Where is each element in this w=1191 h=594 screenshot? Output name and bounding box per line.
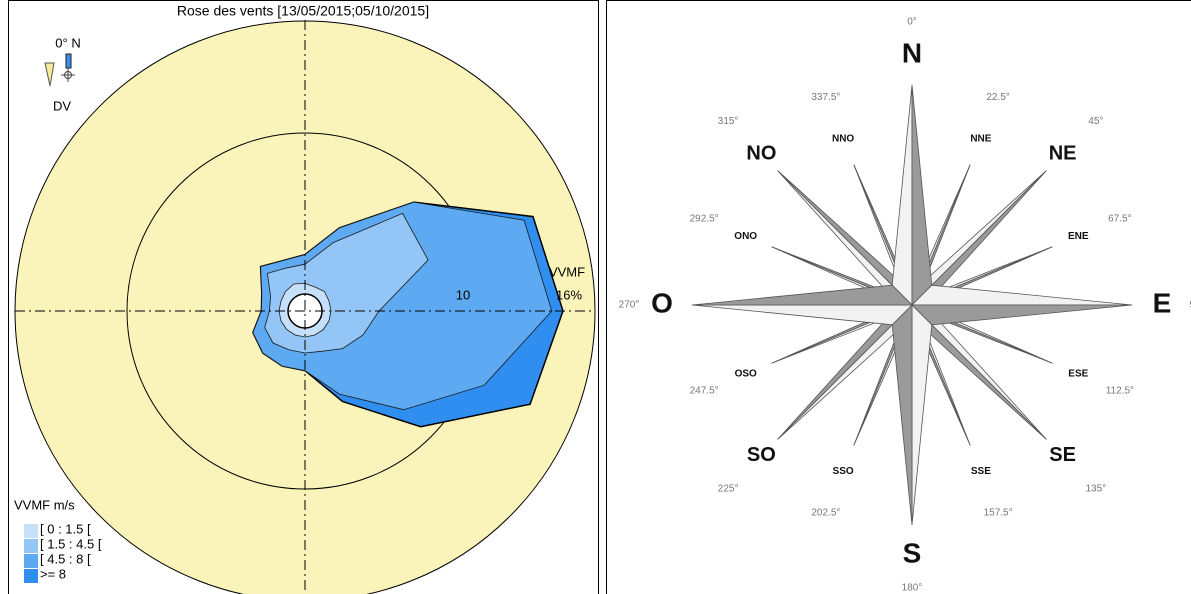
legend-swatch bbox=[24, 569, 38, 583]
axis-label: VVMF bbox=[549, 264, 585, 279]
direction-degree: 157.5° bbox=[984, 508, 1013, 519]
direction-variable: DV bbox=[53, 98, 71, 113]
direction-abbr: N bbox=[902, 37, 922, 68]
direction-abbr: OSO bbox=[735, 369, 757, 380]
legend-label: >= 8 bbox=[40, 566, 66, 581]
direction-degree: 315° bbox=[718, 116, 739, 127]
direction-degree: 67.5° bbox=[1108, 214, 1131, 225]
direction-abbr: NNE bbox=[970, 133, 991, 144]
legend-title: VVMF m/s bbox=[14, 497, 75, 512]
legend-label: [ 4.5 : 8 [ bbox=[40, 551, 91, 566]
direction-abbr: SSE bbox=[971, 466, 991, 477]
direction-degree: 112.5° bbox=[1106, 386, 1134, 397]
direction-degree: 270° bbox=[619, 300, 640, 311]
direction-abbr: NNO bbox=[832, 133, 854, 144]
legend-swatch bbox=[24, 524, 38, 538]
direction-degree: 45° bbox=[1088, 116, 1103, 127]
legend-label: [ 1.5 : 4.5 [ bbox=[40, 536, 102, 551]
direction-degree: 90 bbox=[1189, 300, 1191, 311]
direction-abbr: ONO bbox=[734, 231, 757, 242]
direction-abbr: NE bbox=[1049, 143, 1077, 165]
direction-degree: 180° bbox=[902, 583, 923, 594]
direction-abbr: S bbox=[903, 537, 922, 568]
direction-abbr: E bbox=[1153, 287, 1172, 318]
direction-degree: 202.5° bbox=[811, 508, 840, 519]
direction-degree: 337.5° bbox=[811, 92, 840, 103]
chart-title: Rose des vents [13/05/2015;05/10/2015] bbox=[177, 3, 429, 19]
direction-abbr: ESE bbox=[1068, 369, 1088, 380]
direction-abbr: SSO bbox=[833, 466, 854, 477]
wind-rose bbox=[14, 20, 596, 594]
r-tick-label: 16% bbox=[556, 287, 582, 302]
direction-abbr: O bbox=[651, 287, 673, 318]
legend-swatch bbox=[24, 539, 38, 553]
direction-abbr: SE bbox=[1049, 444, 1076, 466]
wind-rose-overlay: Rose des vents [13/05/2015;05/10/2015] 0… bbox=[14, 3, 585, 583]
direction-abbr: SO bbox=[747, 444, 776, 466]
direction-degree: 0° bbox=[907, 17, 917, 28]
legend-swatch bbox=[24, 554, 38, 568]
direction-degree: 22.5° bbox=[986, 92, 1009, 103]
r-tick-label: 10 bbox=[456, 287, 470, 302]
direction-abbr: ENE bbox=[1068, 231, 1089, 242]
direction-degree: 247.5° bbox=[690, 386, 719, 397]
compass-rose: N 0° NNE 22.5° NE 45° ENE 67.5° E 90 ESE 112.5° SE 13… bbox=[619, 17, 1191, 594]
direction-abbr: NO bbox=[746, 143, 776, 165]
direction-degree: 292.5° bbox=[690, 214, 719, 225]
direction-label: 0° N bbox=[55, 35, 80, 50]
star-point-dark bbox=[691, 284, 913, 306]
direction-degree: 225° bbox=[718, 483, 739, 494]
direction-degree: 135° bbox=[1086, 483, 1107, 494]
direction-icon bbox=[44, 53, 75, 87]
legend-label: [ 0 : 1.5 [ bbox=[40, 521, 91, 536]
